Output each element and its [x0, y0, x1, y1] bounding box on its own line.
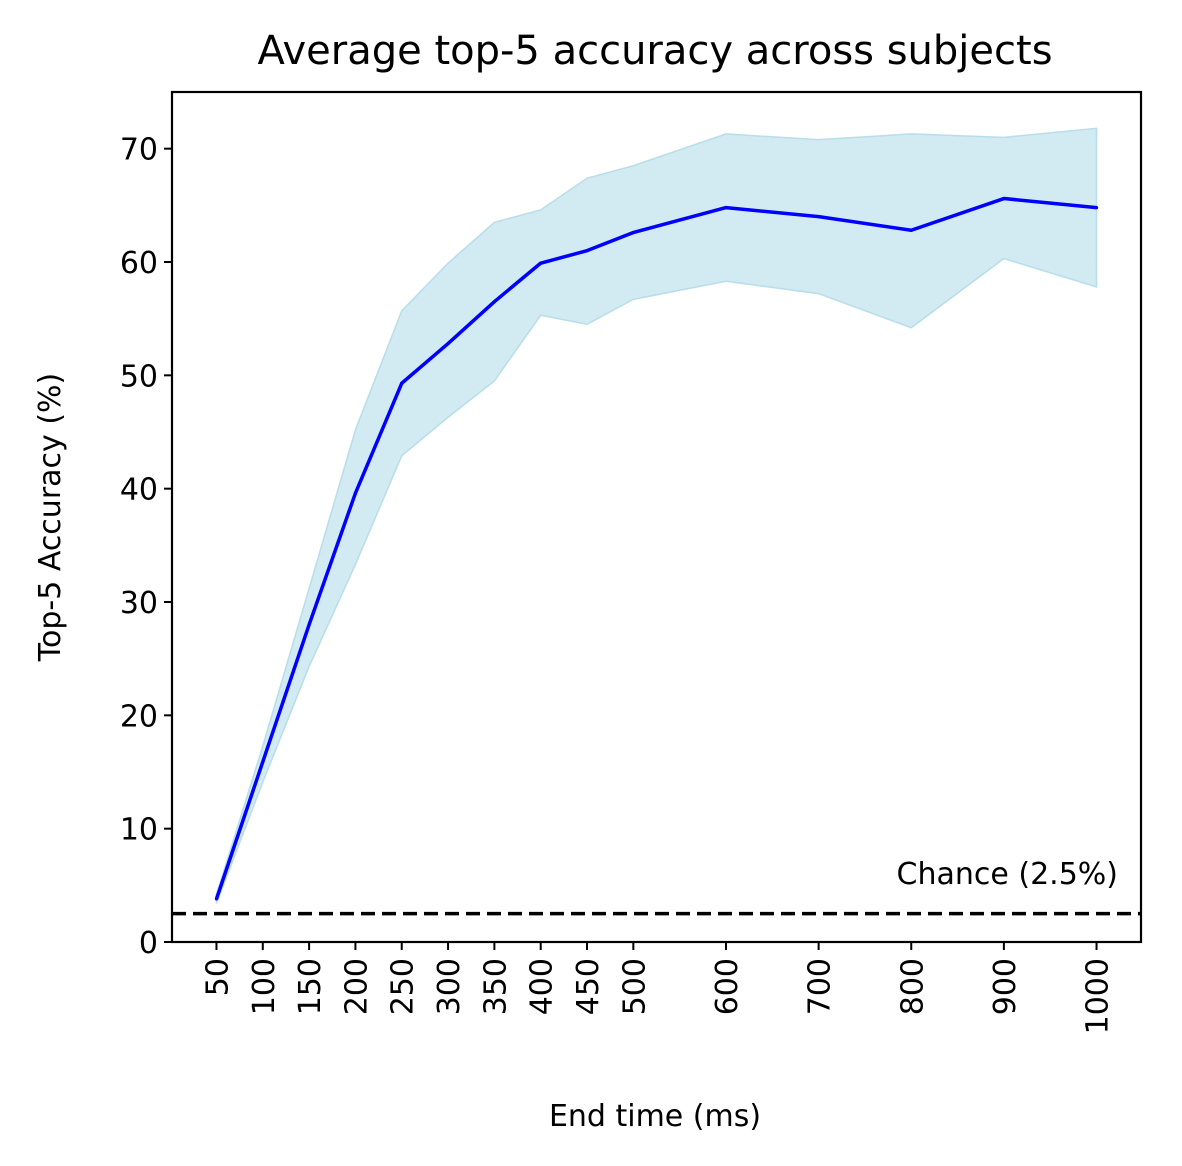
x-tick-label: 700 — [803, 958, 838, 1015]
data-point — [539, 261, 543, 265]
x-tick-label: 1000 — [1081, 958, 1116, 1034]
y-axis-label: Top-5 Accuracy (%) — [33, 373, 68, 663]
x-axis-label: End time (ms) — [549, 1099, 761, 1134]
x-tick-label: 200 — [339, 958, 374, 1015]
x-tick-label: 350 — [478, 958, 513, 1015]
confidence-band — [215, 127, 1098, 904]
y-tick-label: 20 — [120, 699, 158, 734]
data-point — [353, 491, 358, 495]
x-tick-label: 900 — [988, 958, 1023, 1015]
data-point — [492, 300, 496, 304]
x-tick-label: 300 — [432, 958, 467, 1015]
x-tick-label: 50 — [200, 958, 235, 996]
y-tick-label: 0 — [139, 926, 158, 961]
data-point — [585, 249, 589, 253]
data-point — [446, 342, 450, 346]
data-point — [909, 228, 913, 232]
y-axis: 0 10 20 30 40 50 60 70 — [120, 133, 172, 961]
chart-title: Average top-5 accuracy across subjects — [257, 28, 1052, 74]
x-tick-label: 800 — [895, 958, 930, 1015]
x-axis: 50 100 150 200 250 300 350 400 450 500 600 700 800 90… — [200, 942, 1116, 1034]
y-tick-label: 50 — [120, 359, 158, 394]
data-point — [400, 381, 404, 385]
y-tick-label: 30 — [120, 586, 158, 621]
y-tick-label: 40 — [120, 473, 158, 508]
x-tick-label: 600 — [710, 958, 745, 1015]
plot-area — [172, 127, 1141, 916]
x-tick-label: 400 — [525, 958, 560, 1015]
y-tick-label: 70 — [120, 133, 158, 168]
data-point — [261, 760, 265, 764]
data-point — [1002, 196, 1006, 201]
x-tick-label: 100 — [247, 958, 282, 1015]
data-point — [631, 230, 635, 235]
data-point — [817, 215, 821, 219]
x-tick-label: 450 — [571, 958, 606, 1015]
chance-annotation-label: Chance (2.5%) — [897, 857, 1118, 892]
x-tick-label: 150 — [293, 958, 328, 1015]
x-tick-label: 500 — [617, 958, 652, 1015]
data-point — [214, 897, 219, 901]
data-point — [1094, 206, 1099, 210]
data-point — [724, 206, 728, 210]
y-tick-label: 10 — [120, 813, 158, 848]
data-point — [307, 623, 311, 627]
x-tick-label: 250 — [386, 958, 421, 1015]
y-tick-label: 60 — [120, 246, 158, 281]
plot-frame — [170, 90, 1143, 944]
